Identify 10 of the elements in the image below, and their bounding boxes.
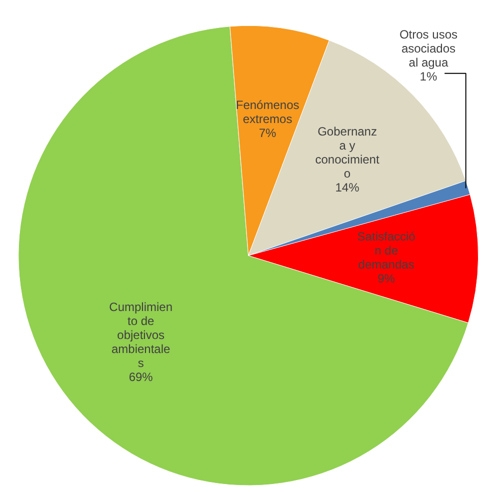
slice-label: Fenómenos extremos [236, 98, 300, 126]
data-label: 1% [420, 69, 438, 84]
data-label: 9% [378, 272, 396, 286]
slice-label: Otros usos asociados al agua [399, 27, 458, 70]
data-label: 69% [128, 370, 154, 384]
data-label: 14% [335, 180, 360, 194]
slice-label: Gobernanz a y conocimient o [315, 124, 380, 180]
slice-label: Cumplimien to de objetivos ambientale s [109, 300, 173, 370]
data-label: 7% [258, 126, 277, 140]
slice-label: Satisfacció n de demandas [357, 230, 416, 272]
